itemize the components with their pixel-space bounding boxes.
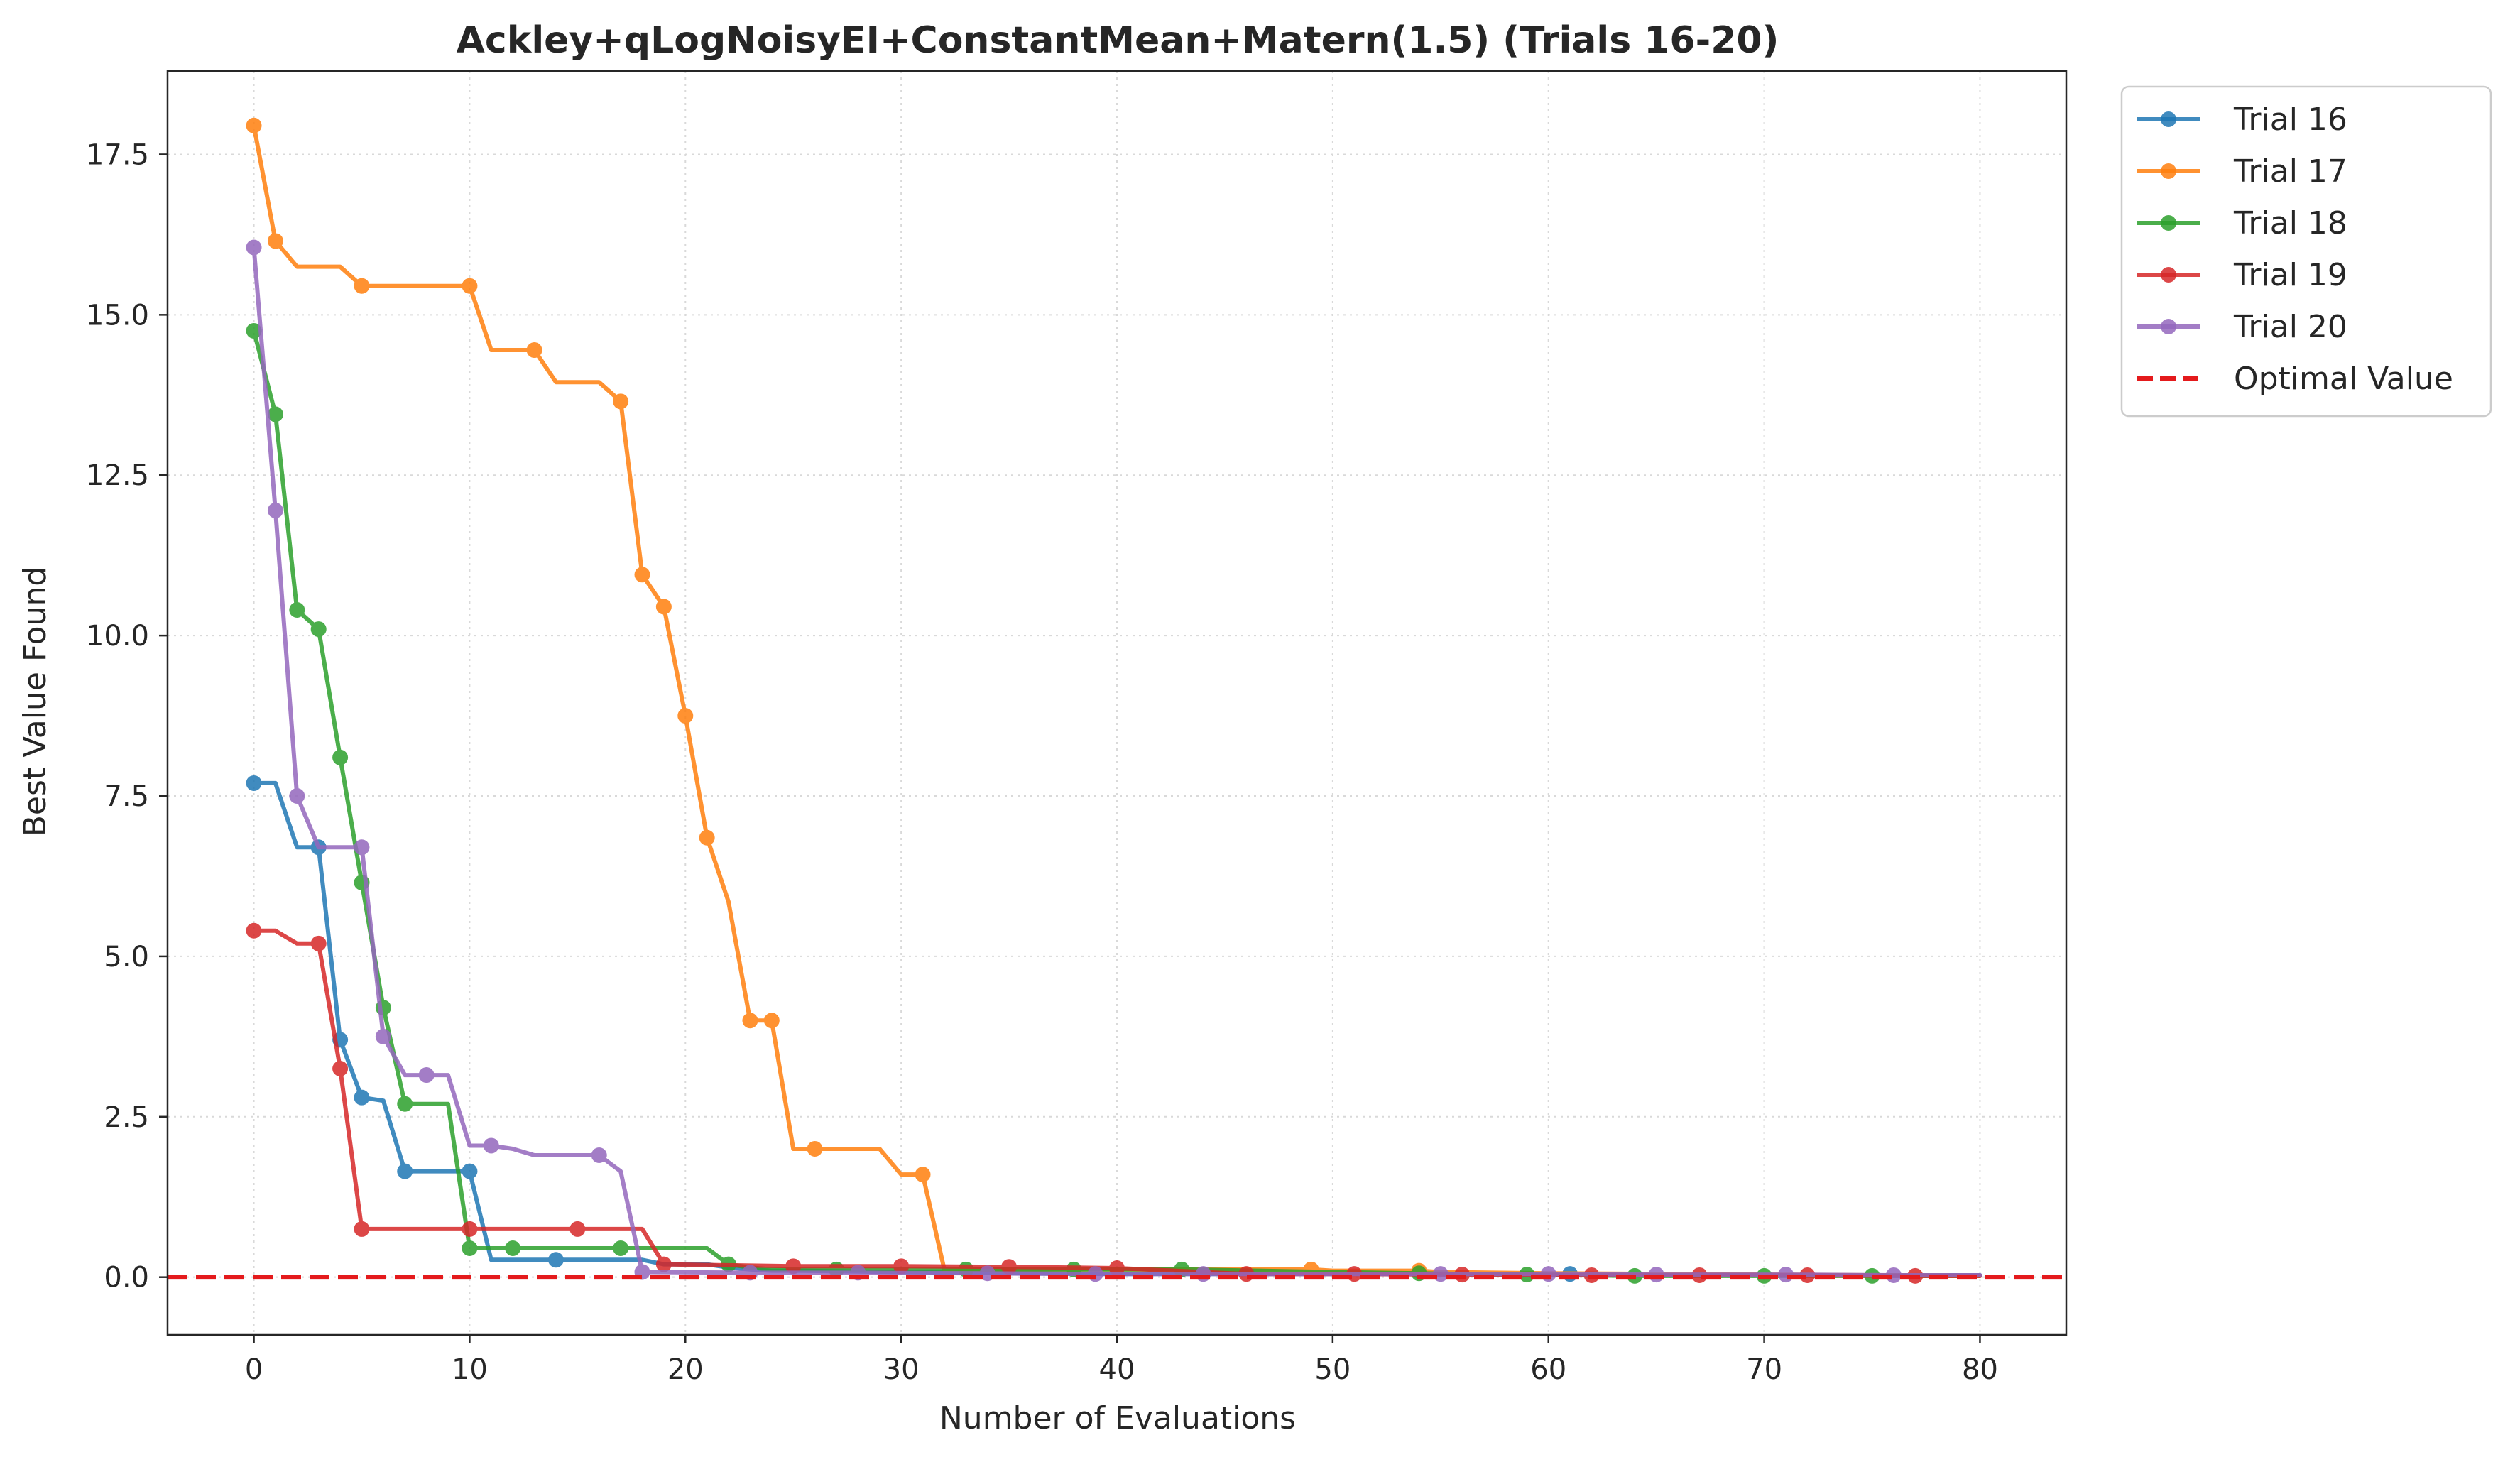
data-point	[267, 233, 283, 249]
data-point	[893, 1258, 910, 1275]
x-tick-label: 20	[667, 1353, 704, 1386]
data-point	[289, 601, 305, 618]
data-point	[332, 749, 349, 765]
data-point	[397, 1163, 413, 1179]
legend-entry: Trial 20	[2137, 309, 2347, 345]
data-point	[310, 935, 327, 951]
data-point	[332, 1061, 349, 1077]
data-point	[267, 502, 283, 518]
data-point	[1001, 1259, 1018, 1275]
legend-marker	[2161, 111, 2176, 127]
legend-entry: Optimal Value	[2137, 361, 2453, 397]
data-point	[569, 1221, 586, 1237]
legend-label: Trial 20	[2233, 309, 2347, 345]
legend-entry: Trial 16	[2137, 102, 2347, 138]
y-tick-label: 17.5	[86, 138, 149, 171]
legend-label: Trial 16	[2233, 102, 2347, 138]
data-point	[505, 1240, 521, 1257]
legend: Trial 16 Trial 17 Trial 18 Trial 19 Trial 20…	[2120, 85, 2492, 418]
legend-marker	[2161, 319, 2176, 334]
data-point	[613, 1240, 629, 1257]
x-tick-label: 70	[1746, 1353, 1782, 1386]
legend-label: Trial 19	[2233, 257, 2347, 293]
data-point	[1777, 1267, 1794, 1283]
y-tick-label: 12.5	[86, 459, 149, 492]
y-axis-label: Best Value Found	[17, 567, 53, 837]
data-point	[375, 1028, 391, 1044]
data-point	[677, 708, 694, 724]
data-point	[310, 621, 327, 638]
data-point	[915, 1167, 931, 1183]
data-point	[462, 1240, 478, 1257]
x-axis-label: Number of Evaluations	[939, 1400, 1296, 1436]
legend-entry: Trial 17	[2137, 153, 2347, 190]
data-point	[246, 239, 262, 256]
data-point	[655, 599, 672, 615]
y-tick-label: 10.0	[86, 620, 149, 653]
data-point	[591, 1147, 607, 1164]
series-group	[246, 117, 1982, 1284]
data-point	[699, 829, 715, 846]
legend-box	[2120, 85, 2492, 418]
data-point	[547, 1252, 564, 1268]
legend-marker	[2161, 163, 2176, 179]
data-point	[246, 117, 262, 133]
x-tick-label: 60	[1530, 1353, 1566, 1386]
data-point	[462, 1221, 478, 1237]
x-tick-label: 30	[883, 1353, 920, 1386]
data-point	[354, 1221, 370, 1237]
data-point	[526, 342, 542, 359]
data-point	[267, 406, 283, 422]
legend-label: Trial 17	[2233, 153, 2347, 190]
legend-entry: Trial 19	[2137, 257, 2347, 293]
data-point	[462, 278, 478, 294]
data-point	[613, 393, 629, 410]
legend-label: Trial 18	[2233, 205, 2347, 241]
y-tick-label: 5.0	[104, 941, 149, 973]
data-point	[785, 1258, 802, 1275]
y-axis-ticks: 0.0 2.5 5.0 7.5 10.0 12.5 15.0 17.5	[86, 138, 168, 1294]
data-point	[354, 839, 370, 856]
legend-entry: Trial 18	[2137, 205, 2347, 241]
y-tick-label: 15.0	[86, 299, 149, 332]
data-point	[397, 1096, 413, 1112]
data-point	[418, 1067, 435, 1084]
data-point	[354, 1089, 370, 1106]
x-tick-label: 40	[1099, 1353, 1135, 1386]
y-tick-label: 7.5	[104, 780, 149, 813]
x-tick-label: 80	[1962, 1353, 1998, 1386]
legend-marker	[2161, 215, 2176, 231]
data-point	[742, 1013, 758, 1029]
x-tick-label: 50	[1314, 1353, 1351, 1386]
data-point	[246, 775, 262, 791]
legend-marker	[2161, 267, 2176, 283]
data-point	[807, 1140, 823, 1157]
legend-label: Optimal Value	[2234, 361, 2453, 397]
data-point	[655, 1256, 672, 1272]
data-point	[634, 567, 650, 583]
data-point	[483, 1137, 499, 1154]
y-tick-label: 0.0	[104, 1262, 149, 1294]
x-tick-label: 0	[245, 1353, 263, 1386]
data-point	[289, 788, 305, 804]
data-point	[354, 278, 370, 294]
data-point	[1648, 1267, 1664, 1283]
data-point	[246, 322, 262, 339]
data-point	[763, 1013, 780, 1029]
x-tick-label: 10	[452, 1353, 488, 1386]
y-tick-label: 2.5	[104, 1101, 149, 1134]
data-point	[246, 922, 262, 939]
data-point	[462, 1163, 478, 1179]
x-axis-ticks: 0 10 20 30 40 50 60 70 80	[245, 1335, 1998, 1386]
chart-title: Ackley+qLogNoisyEI+ConstantMean+Matern(1…	[457, 19, 1779, 62]
